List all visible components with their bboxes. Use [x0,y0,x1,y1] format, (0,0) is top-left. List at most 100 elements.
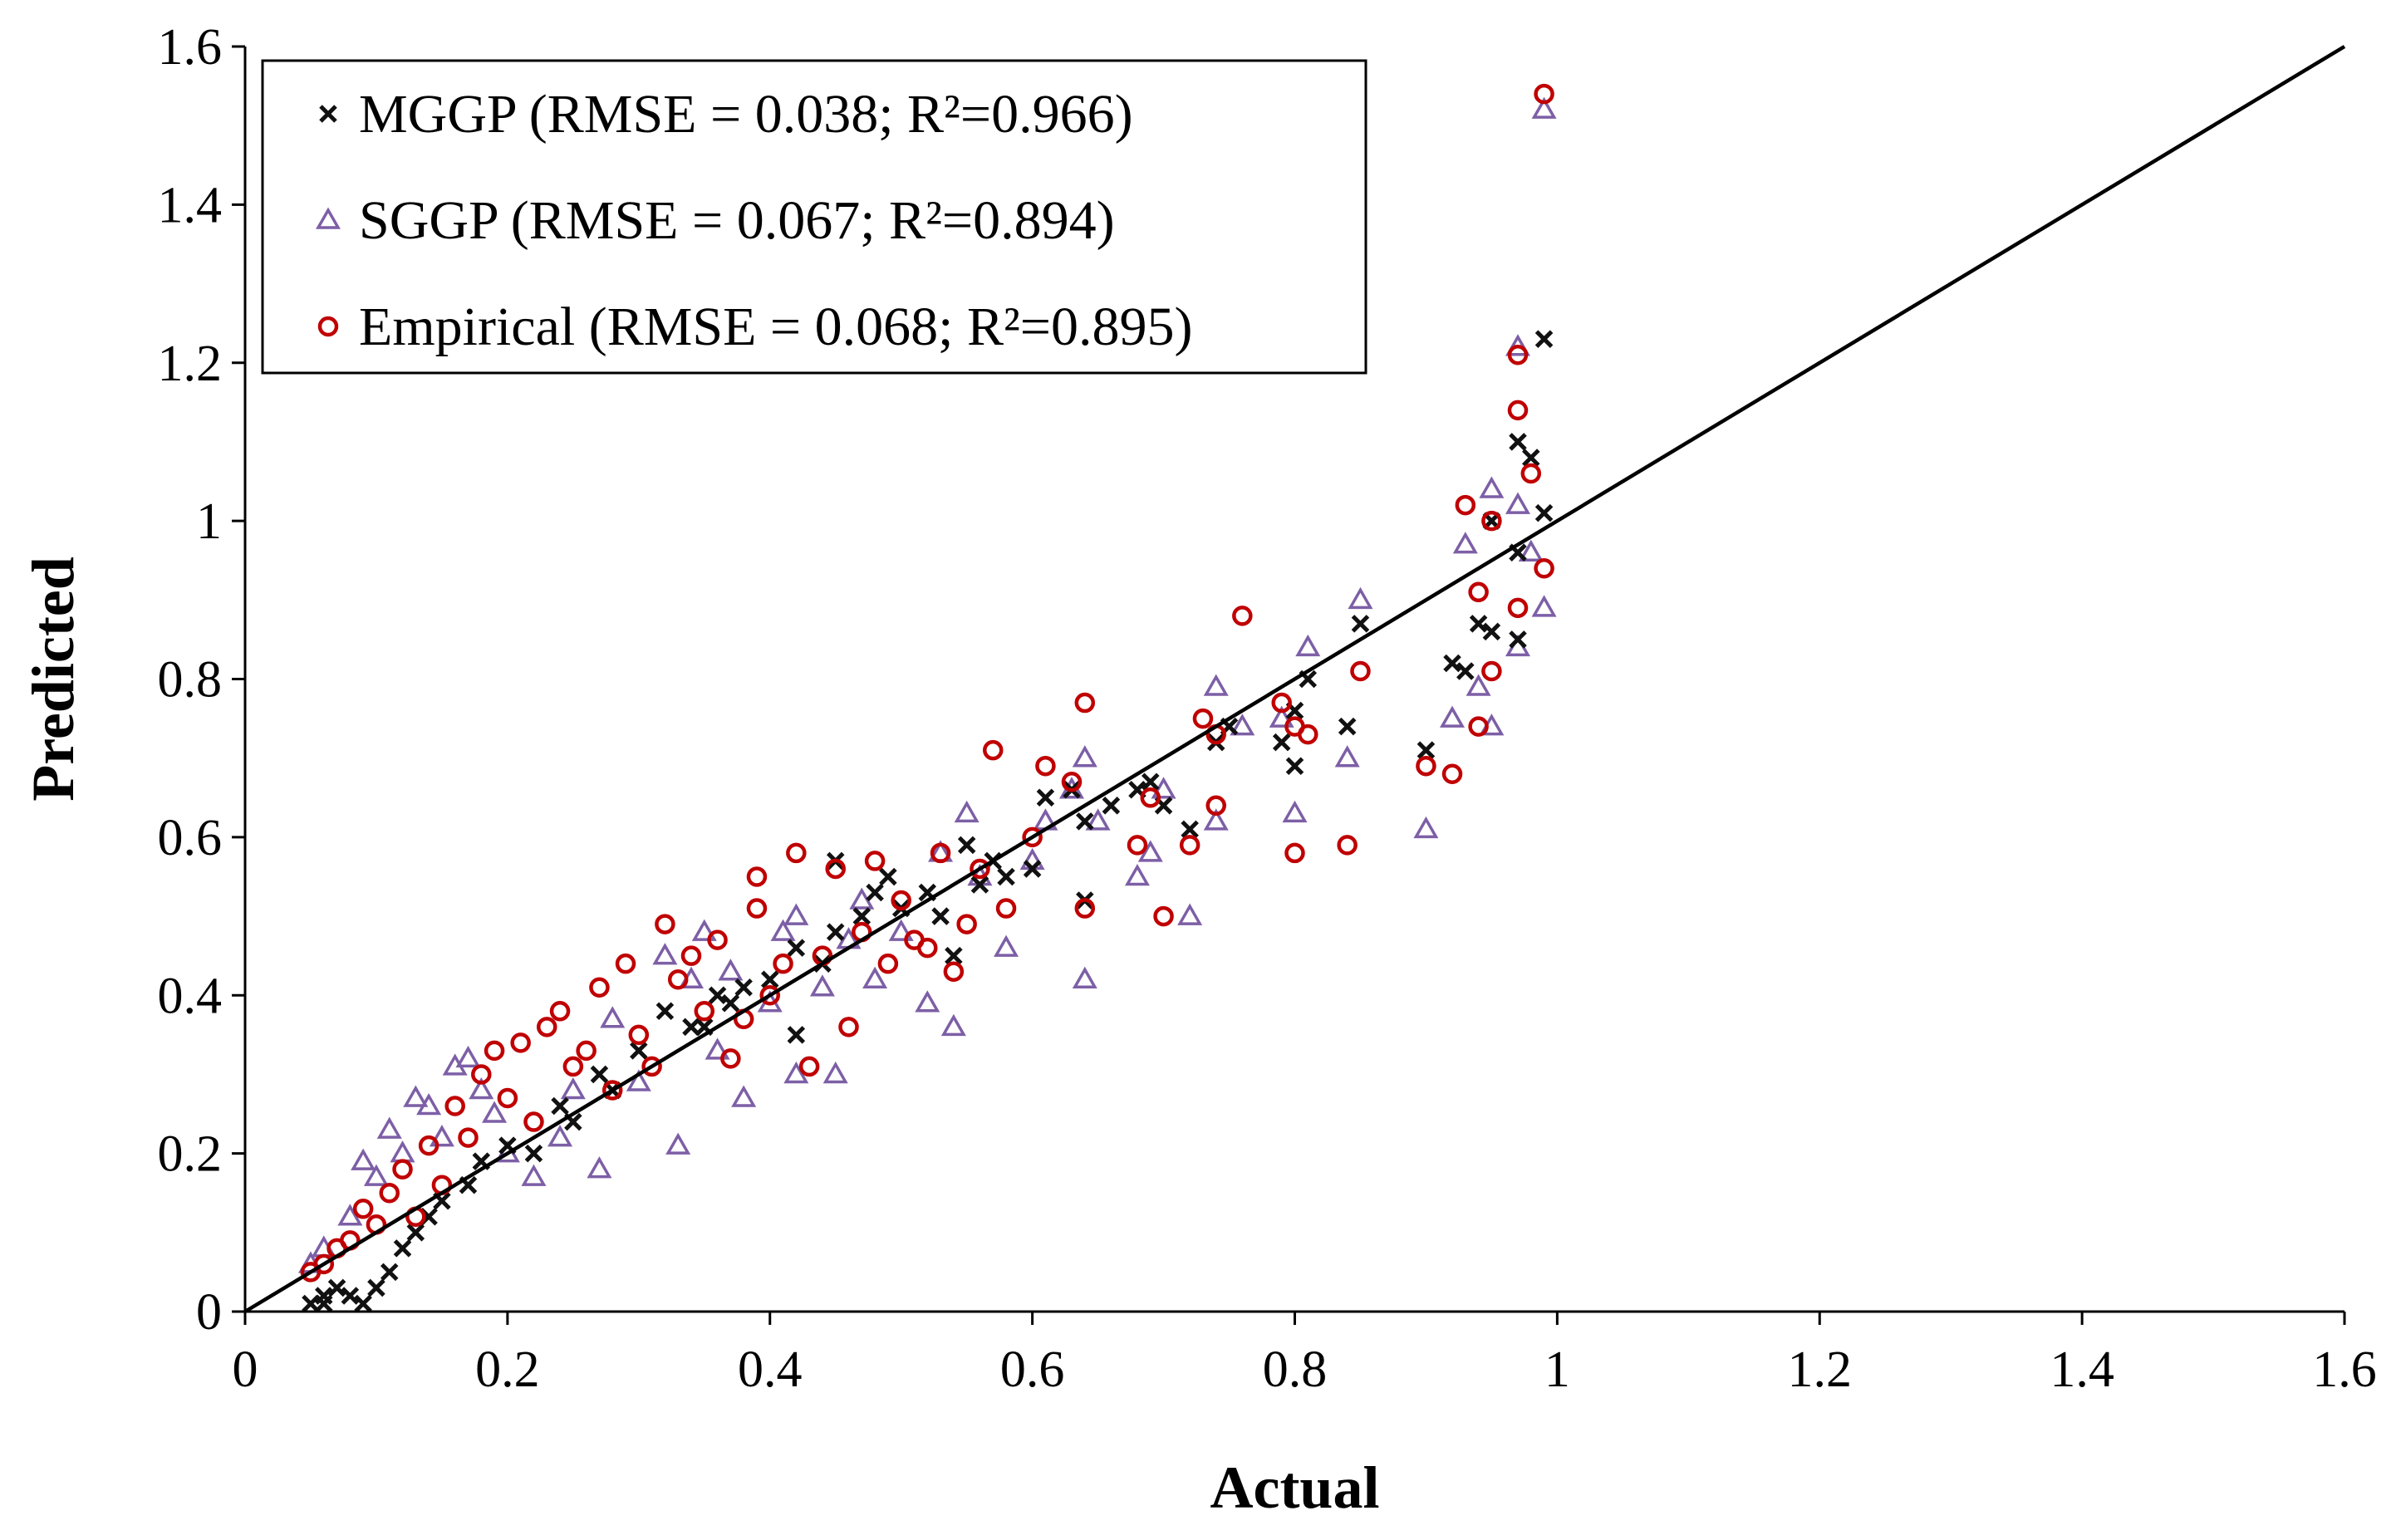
data-point [1298,723,1318,745]
y-tick-label: 1.6 [158,19,223,76]
data-point [547,1125,573,1147]
data-point [1023,860,1042,878]
data-point [957,836,976,855]
data-point [1205,795,1226,817]
data-point [787,1026,806,1044]
data-point [1076,812,1094,831]
data-point [471,1064,492,1085]
data-point [825,858,846,880]
data-point [862,966,888,988]
data-point [354,1294,372,1313]
data-point [1035,755,1056,777]
data-point [314,1294,333,1313]
data-point [537,1017,557,1037]
data-point [1416,755,1436,777]
data-point [1140,787,1161,808]
x-tick-label: 0.6 [1000,1341,1065,1398]
data-point [1441,763,1463,784]
data-point [352,1199,374,1219]
data-point [1179,835,1200,856]
data-point [691,919,717,941]
data-point [1282,800,1308,823]
axes: 0 0.2 0.4 0.6 0.8 1 1.2 1.4 1.6 0 0.2 0.4 0.6 0.8 1 1.2… [20,19,2377,1521]
data-point [363,1164,389,1186]
data-point [1518,539,1544,562]
data-point [680,945,702,966]
data-point [877,953,899,974]
data-point [551,1096,569,1116]
data-point [852,907,871,925]
data-point [1522,449,1540,467]
data-point [549,1001,571,1022]
data-point [1203,808,1229,831]
data-point [970,858,990,880]
data-point [770,919,796,941]
data-point [589,977,610,998]
data-point [615,953,636,974]
data-point [1142,772,1160,792]
data-point [940,1013,966,1037]
data-point [601,1080,623,1101]
plot-area [243,45,2346,1313]
data-point [576,1040,597,1062]
legend-marker [319,105,337,123]
data-point [1192,708,1214,729]
data-point [1022,826,1043,848]
data-point [994,934,1019,957]
data-point [560,1077,586,1100]
data-point [1469,615,1488,633]
data-point [1481,510,1502,532]
data-point [879,867,897,886]
data-point [403,1085,429,1107]
data-point [379,1182,400,1204]
data-point [1181,820,1199,839]
data-point [652,943,678,965]
data-point [1284,842,1305,864]
data-point [1074,898,1096,919]
data-point [1337,835,1358,856]
data-point [1509,433,1527,451]
data-point [1468,716,1489,737]
data-point [721,994,740,1013]
data-point [1124,863,1150,886]
data-point [523,1111,544,1132]
data-point [302,1294,320,1313]
data-point [1482,622,1501,641]
data-point [600,1006,626,1028]
data-point [482,1101,508,1123]
data-point [367,1278,385,1297]
data-point [458,1127,479,1148]
data-point [1507,400,1529,421]
data-point [1085,808,1111,831]
data-point [694,1001,715,1022]
data-point [510,1032,531,1053]
data-point [392,1159,413,1180]
y-tick-label: 1.2 [158,336,223,392]
data-point [915,990,940,1013]
y-tick-label: 1.4 [158,177,223,233]
x-tick-label: 1 [1544,1341,1570,1398]
data-point [1061,771,1083,792]
data-point [587,1156,612,1179]
x-tick-label: 0.8 [1263,1341,1328,1398]
data-point [708,986,727,1005]
data-point [1036,788,1055,807]
y-tick-label: 0.6 [158,810,223,866]
data-point [995,898,1017,919]
data-point [1481,660,1502,682]
data-point [351,1148,376,1170]
data-point [746,898,768,919]
legend-label: Empirical (RMSE = 0.068; R²=0.895) [359,297,1193,357]
x-axis-title: Actual [1210,1454,1380,1521]
data-point [524,1144,543,1163]
data-point [1440,705,1466,728]
data-point [864,851,886,871]
data-point [970,875,989,894]
data-point [416,1092,442,1116]
data-point [1520,463,1542,484]
data-point [783,903,809,925]
data-point [655,914,675,934]
data-point [455,1045,481,1068]
data-point [1203,674,1229,696]
data-point [641,1056,662,1077]
